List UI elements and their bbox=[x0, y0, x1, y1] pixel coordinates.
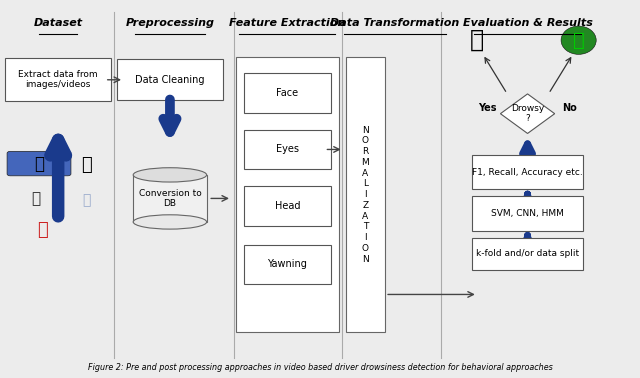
Text: 🚗: 🚗 bbox=[31, 191, 40, 206]
Text: 🌲: 🌲 bbox=[81, 155, 92, 174]
Text: 🚗: 🚗 bbox=[34, 155, 44, 173]
Text: Face: Face bbox=[276, 88, 298, 98]
Text: 🚗: 🚗 bbox=[37, 222, 47, 239]
FancyBboxPatch shape bbox=[7, 151, 71, 176]
Text: Preprocessing: Preprocessing bbox=[125, 18, 214, 28]
FancyBboxPatch shape bbox=[117, 59, 223, 101]
Text: Data Cleaning: Data Cleaning bbox=[135, 75, 205, 85]
FancyBboxPatch shape bbox=[472, 196, 584, 231]
Text: Dataset: Dataset bbox=[34, 18, 83, 28]
FancyBboxPatch shape bbox=[236, 57, 339, 332]
FancyBboxPatch shape bbox=[6, 58, 111, 101]
Text: Yawning: Yawning bbox=[268, 259, 307, 269]
Text: Figure 2: Pre and post processing approaches in video based driver drowsiness de: Figure 2: Pre and post processing approa… bbox=[88, 363, 552, 372]
Ellipse shape bbox=[133, 168, 207, 182]
Text: F1, Recall, Accuracy etc.: F1, Recall, Accuracy etc. bbox=[472, 167, 583, 177]
Text: SVM, CNN, HMM: SVM, CNN, HMM bbox=[491, 209, 564, 218]
Text: k-fold and/or data split: k-fold and/or data split bbox=[476, 249, 579, 258]
Text: Conversion to
DB: Conversion to DB bbox=[138, 189, 202, 208]
Ellipse shape bbox=[561, 26, 596, 54]
Text: Extract data from
images/videos: Extract data from images/videos bbox=[19, 70, 98, 90]
FancyBboxPatch shape bbox=[244, 73, 330, 113]
Ellipse shape bbox=[133, 215, 207, 229]
Text: 🚨: 🚨 bbox=[469, 28, 484, 52]
FancyBboxPatch shape bbox=[244, 186, 330, 226]
FancyBboxPatch shape bbox=[133, 175, 207, 222]
Text: Evaluation & Results: Evaluation & Results bbox=[463, 18, 593, 28]
Text: Feature Extraction: Feature Extraction bbox=[228, 18, 345, 28]
Polygon shape bbox=[500, 94, 555, 133]
Text: Drowsy
?: Drowsy ? bbox=[511, 104, 544, 123]
FancyBboxPatch shape bbox=[472, 238, 584, 270]
Text: Eyes: Eyes bbox=[276, 144, 299, 155]
FancyBboxPatch shape bbox=[244, 130, 330, 169]
Text: 🏔: 🏔 bbox=[83, 193, 91, 207]
Text: No: No bbox=[562, 103, 577, 113]
Text: 🚨: 🚨 bbox=[573, 31, 584, 50]
FancyBboxPatch shape bbox=[244, 245, 330, 284]
Text: Head: Head bbox=[275, 201, 300, 211]
Text: N
O
R
M
A
L
I
Z
A
T
I
O
N: N O R M A L I Z A T I O N bbox=[362, 125, 369, 263]
Text: Data Transformation: Data Transformation bbox=[330, 18, 460, 28]
FancyBboxPatch shape bbox=[472, 155, 584, 189]
FancyBboxPatch shape bbox=[346, 57, 385, 332]
Text: Yes: Yes bbox=[478, 103, 497, 113]
